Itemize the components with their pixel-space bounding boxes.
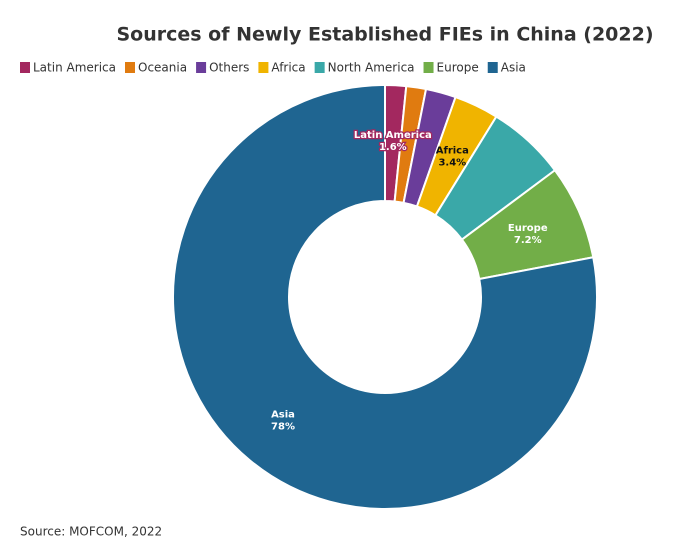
slice xyxy=(172,83,598,510)
slice-category: Latin America xyxy=(354,130,432,141)
legend-swatch xyxy=(423,62,434,73)
slice-category: Asia xyxy=(271,409,295,420)
slice-value: 3.4% xyxy=(438,157,466,168)
legend-label: Oceania xyxy=(138,61,187,75)
slices xyxy=(172,83,598,510)
slice-value: 1.6% xyxy=(379,142,407,153)
legend-swatch xyxy=(487,62,498,73)
legend: Latin America Oceania Others Africa North Am… xyxy=(20,61,526,75)
legend-label: Europe xyxy=(437,61,479,75)
source: Source: MOFCOM, 2022 xyxy=(20,525,162,539)
legend-swatch xyxy=(125,62,135,73)
slice-value: 7.2% xyxy=(514,235,542,246)
legend-label: North America xyxy=(328,61,415,75)
legend-label: Others xyxy=(209,61,249,75)
legend-label: Asia xyxy=(501,61,526,75)
legend-label: Africa xyxy=(271,61,305,75)
slice-value: 78% xyxy=(271,421,295,432)
legend-label: Latin America xyxy=(33,61,116,75)
chart-title: Sources of Newly Established FIEs in Chi… xyxy=(116,24,653,46)
legend-swatch xyxy=(20,62,30,73)
legend-swatch xyxy=(314,62,325,73)
slice-category: Africa xyxy=(436,145,469,156)
legend-swatch xyxy=(258,62,269,73)
slice-category: Europe xyxy=(508,223,548,234)
legend-swatch xyxy=(196,62,207,73)
